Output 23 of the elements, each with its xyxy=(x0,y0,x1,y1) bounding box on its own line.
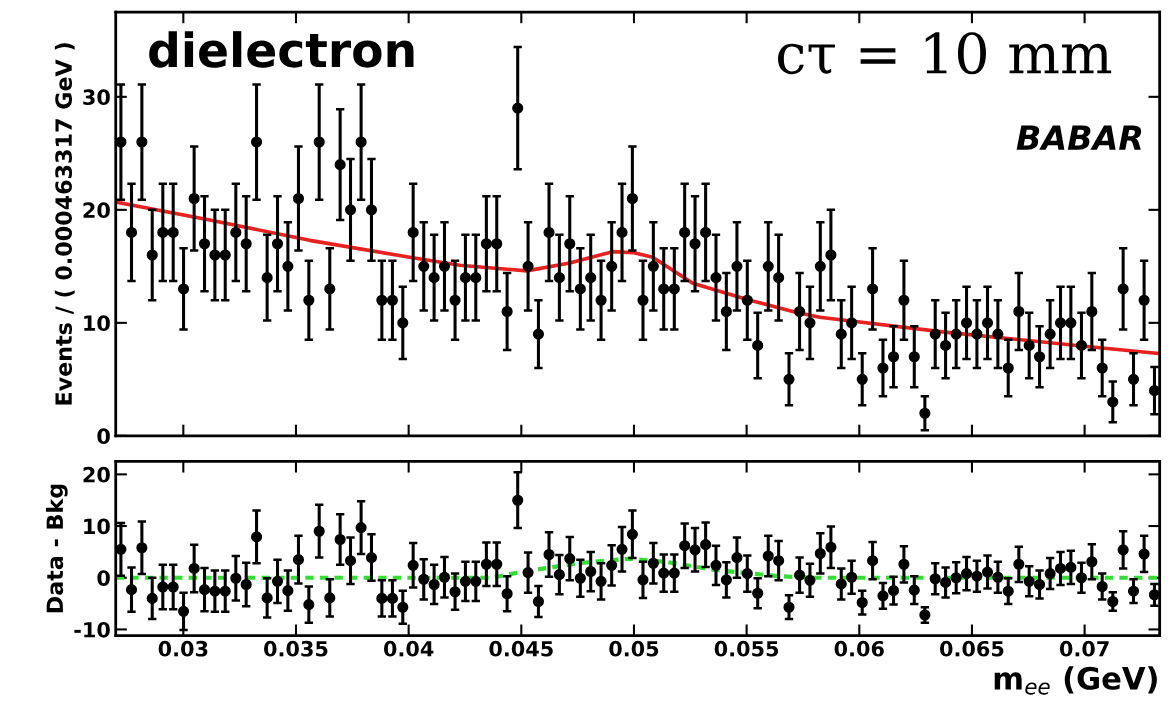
annotation: dielectron xyxy=(149,31,414,68)
x-tick-label: 0.055 xyxy=(714,640,779,657)
y-tick-label: 20 xyxy=(83,466,110,483)
x-tick-label: 0.07 xyxy=(1059,640,1109,657)
x-tick-label: 0.06 xyxy=(834,640,884,657)
x-tick-label: 0.035 xyxy=(264,640,328,657)
x-tick-label: 0.03 xyxy=(158,640,208,657)
y-axis-title: Events / ( 0.000463317 GeV ) xyxy=(54,43,75,405)
y-tick-label: 10 xyxy=(84,315,110,332)
y-axis-title: Data - Bkg xyxy=(46,484,68,613)
annotation: cτ = 10 mm xyxy=(778,32,1112,75)
y-tick-label: 10 xyxy=(84,518,110,535)
x-tick-label: 0.045 xyxy=(489,640,553,657)
annotation: BABAR xyxy=(1016,125,1142,150)
y-tick-label: 20 xyxy=(83,202,110,219)
y-tick-label: -10 xyxy=(74,621,110,638)
y-tick-label: 0 xyxy=(97,570,110,586)
y-tick-label: 30 xyxy=(83,89,110,106)
x-tick-label: 0.065 xyxy=(940,640,1004,657)
x-tick-label: 0.04 xyxy=(383,640,434,657)
x-tick-label: 0.05 xyxy=(609,640,659,657)
x-axis-title: m$_{ee}$ (GeV) xyxy=(994,666,1157,695)
y-tick-label: 0 xyxy=(97,428,110,445)
